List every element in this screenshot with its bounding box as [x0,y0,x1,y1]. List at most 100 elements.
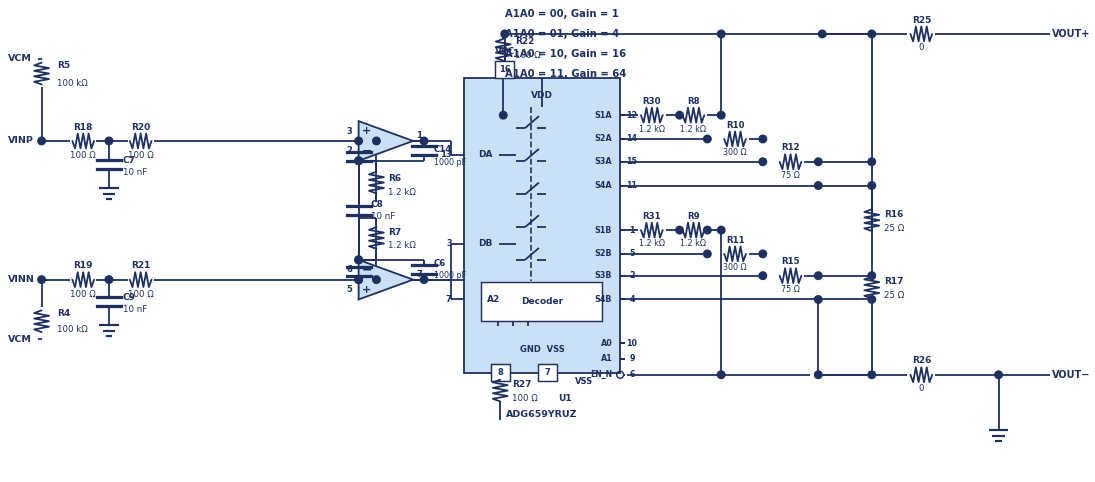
Text: VCM: VCM [8,54,32,63]
Text: A1: A1 [600,354,612,363]
Text: R12: R12 [781,143,799,152]
Circle shape [704,227,711,234]
Circle shape [759,250,766,258]
Text: R25: R25 [912,15,931,25]
Text: 8: 8 [498,368,504,377]
Text: 25 Ω: 25 Ω [884,224,903,233]
Text: 1: 1 [416,132,422,140]
Text: VDD: VDD [531,91,553,100]
Circle shape [355,256,362,264]
Text: S2B: S2B [595,249,612,258]
Text: 75 Ω: 75 Ω [781,285,800,294]
Text: 12: 12 [626,111,637,120]
Text: 10 nF: 10 nF [123,168,147,177]
Text: S1B: S1B [595,226,612,235]
Bar [482,281,602,321]
Text: 6: 6 [630,370,635,379]
Text: 11: 11 [626,181,637,190]
Circle shape [372,137,380,145]
Circle shape [420,137,428,145]
Polygon shape [359,260,413,299]
Text: C14: C14 [434,146,452,154]
Circle shape [105,276,113,283]
Text: S4B: S4B [595,295,612,304]
Circle shape [676,111,683,119]
Text: A0: A0 [600,338,612,348]
Circle shape [815,371,822,378]
Text: U1: U1 [557,394,572,403]
Text: GND  VSS: GND VSS [519,346,564,354]
Text: S3B: S3B [595,271,612,280]
Text: 7: 7 [544,368,550,377]
Text: 100 Ω: 100 Ω [128,151,153,161]
Text: R4: R4 [57,309,71,318]
Text: 7: 7 [446,295,452,304]
Text: R21: R21 [131,261,150,270]
Text: S3A: S3A [595,157,612,166]
Circle shape [868,371,876,378]
Text: R20: R20 [131,122,150,132]
Text: 1.2 kΩ: 1.2 kΩ [389,188,416,197]
Text: A1A0 = 00, Gain = 1: A1A0 = 00, Gain = 1 [505,9,619,19]
Text: 300 Ω: 300 Ω [724,263,747,272]
Text: VOUT−: VOUT− [1052,370,1091,380]
Text: S4A: S4A [595,181,612,190]
Circle shape [38,137,45,145]
Text: 25 Ω: 25 Ω [884,291,903,300]
Text: R10: R10 [726,120,745,130]
Bar [495,61,515,78]
Circle shape [995,371,1002,378]
Text: 5: 5 [347,285,353,294]
Circle shape [704,135,711,143]
Circle shape [355,157,362,164]
Text: 3: 3 [446,240,452,249]
Text: R30: R30 [643,97,661,106]
Text: +: + [362,284,371,295]
Text: R27: R27 [512,380,532,389]
Text: 100 Ω: 100 Ω [128,290,153,299]
Text: R22: R22 [515,38,534,46]
Text: 7: 7 [416,270,422,279]
Text: C7: C7 [123,156,136,165]
Text: 300 Ω: 300 Ω [724,148,747,157]
Text: 13: 13 [440,150,452,160]
Text: VCM: VCM [8,335,32,344]
Text: 100 Ω: 100 Ω [70,151,96,161]
Circle shape [868,158,876,165]
Text: 16: 16 [499,65,510,74]
Circle shape [759,272,766,280]
Text: 0: 0 [919,43,924,53]
Text: DA: DA [479,150,493,160]
Circle shape [355,256,362,264]
Circle shape [355,276,362,283]
Text: VOUT+: VOUT+ [1052,29,1091,39]
Text: 4: 4 [630,295,635,304]
Polygon shape [359,121,413,161]
Text: A1A0 = 10, Gain = 16: A1A0 = 10, Gain = 16 [505,49,626,59]
Text: S2A: S2A [595,134,612,144]
Circle shape [355,157,362,164]
Circle shape [815,182,822,189]
Circle shape [420,276,428,283]
Text: A2: A2 [486,295,500,304]
Text: C8: C8 [370,200,383,209]
Text: 10: 10 [626,338,637,348]
Text: 2: 2 [630,271,635,280]
Text: 5: 5 [630,249,635,258]
Text: 1.2 kΩ: 1.2 kΩ [638,240,665,249]
Circle shape [676,227,683,234]
Circle shape [717,371,725,378]
Text: VCC: VCC [495,47,515,56]
Circle shape [105,137,113,145]
Circle shape [759,158,766,165]
Circle shape [372,276,380,283]
Text: S1A: S1A [595,111,612,120]
Text: R16: R16 [884,210,903,219]
Circle shape [868,272,876,280]
Text: VINP: VINP [8,136,34,146]
Circle shape [759,135,766,143]
Text: R31: R31 [643,212,661,221]
Circle shape [717,111,725,119]
Circle shape [355,137,362,145]
Text: 1.2 kΩ: 1.2 kΩ [680,124,706,134]
